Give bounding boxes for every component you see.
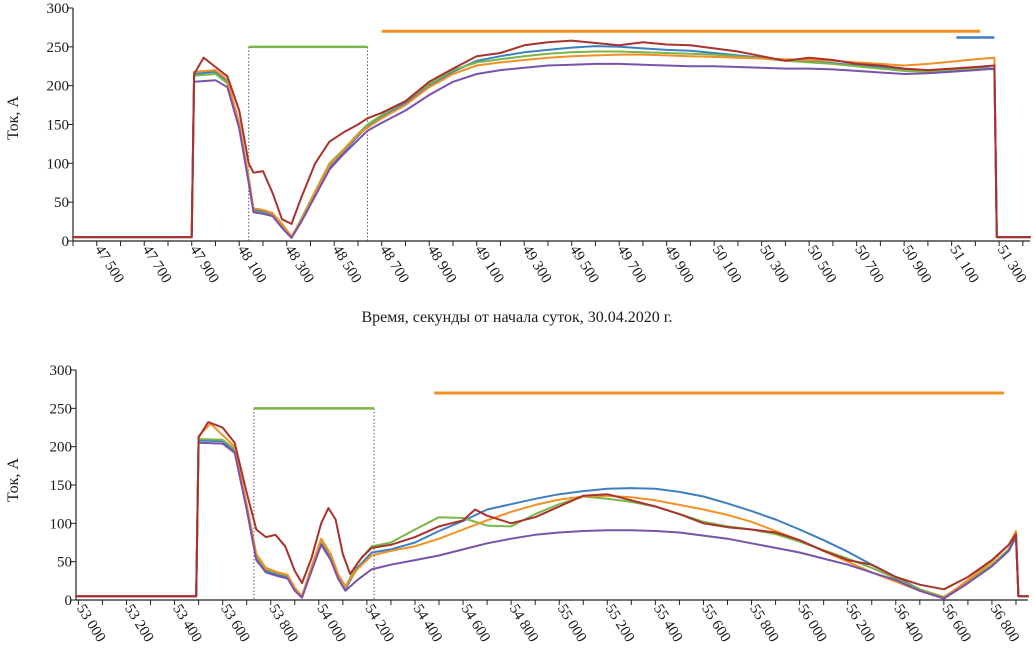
y-tick-label: 200 — [50, 440, 73, 456]
x-tick-label: 49 300 — [519, 243, 554, 286]
x-tick-label: 50 300 — [756, 243, 791, 286]
y-tick-label: 50 — [54, 195, 69, 211]
x-tick-label: 53 800 — [265, 602, 300, 645]
x-tick-label: 55 000 — [554, 602, 589, 645]
chart-bottom: Ток, А 0 50 100 150 200 250 300 53 000 53 200 53 … — [5, 363, 1029, 645]
chart-top: Ток, А Время, секунды от начала суток, 3… — [5, 1, 1031, 326]
y-tick-label: 100 — [50, 516, 73, 532]
x-tick-label: 56 000 — [794, 602, 829, 645]
y-axis-title-top: Ток, А — [5, 96, 22, 140]
y-axis-title-bottom: Ток, А — [5, 458, 22, 502]
x-tick-label: 51 300 — [994, 243, 1029, 286]
x-tick-label: 49 100 — [471, 243, 506, 286]
x-tick-label: 50 900 — [899, 243, 934, 286]
x-tick-label: 49 500 — [566, 243, 601, 286]
y-tick-label: 100 — [47, 156, 70, 172]
series-line-3 — [75, 422, 1029, 599]
x-tick-label: 48 100 — [234, 243, 269, 286]
x-tick-label: 55 400 — [650, 602, 685, 645]
x-tick-label: 54 000 — [313, 602, 348, 645]
series-line-5 — [72, 39, 1031, 239]
x-tick-label: 53 200 — [121, 602, 156, 645]
x-tick-label: 50 500 — [804, 243, 839, 286]
x-tick-label: 54 200 — [361, 602, 396, 645]
y-tick-label: 0 — [65, 593, 73, 609]
x-tick-label: 50 100 — [709, 243, 744, 286]
x-tick-label: 54 600 — [458, 602, 493, 645]
series-line-2 — [75, 438, 1029, 598]
series-line-2 — [72, 50, 1031, 239]
x-tick-label: 48 300 — [281, 243, 316, 286]
x-tick-label: 48 500 — [329, 243, 364, 286]
y-tick-label: 300 — [50, 363, 73, 379]
x-tick-label: 56 400 — [890, 602, 925, 645]
series-line-1 — [72, 45, 1031, 239]
y-tick-label: 250 — [50, 401, 73, 417]
x-tick-label: 47 700 — [139, 243, 174, 286]
x-tick-label: 53 400 — [169, 602, 204, 645]
x-tick-label: 49 900 — [661, 243, 696, 286]
y-tick-label: 300 — [47, 1, 70, 17]
x-tick-label: 55 200 — [602, 602, 637, 645]
x-tick-label: 54 400 — [410, 602, 445, 645]
x-tick-label: 47 500 — [91, 243, 126, 286]
x-tick-label: 50 700 — [851, 243, 886, 286]
y-tick-label: 200 — [47, 79, 70, 95]
series-line-5 — [75, 421, 1029, 598]
x-tick-label: 56 200 — [842, 602, 877, 645]
series-line-4 — [75, 441, 1029, 600]
y-tick-label: 150 — [50, 478, 73, 494]
x-tick-label: 48 700 — [376, 243, 411, 286]
x-tick-label: 53 600 — [217, 602, 252, 645]
x-tick-label: 56 800 — [987, 602, 1022, 645]
x-axis-title-top: Время, секунды от начала суток, 30.04.20… — [361, 309, 672, 326]
y-tick-label: 250 — [47, 40, 70, 56]
x-tick-label: 53 000 — [73, 602, 108, 645]
x-tick-label: 49 700 — [614, 243, 649, 286]
y-tick-label: 150 — [47, 118, 70, 134]
x-tick-label: 47 900 — [186, 243, 221, 286]
x-tick-label: 48 900 — [424, 243, 459, 286]
x-tick-label: 55 600 — [698, 602, 733, 645]
series-line-3 — [72, 53, 1031, 239]
x-tick-label: 54 800 — [506, 602, 541, 645]
series-line-4 — [72, 62, 1031, 239]
x-tick-label: 55 800 — [746, 602, 781, 645]
x-tick-label: 56 600 — [938, 602, 973, 645]
y-tick-label: 0 — [62, 234, 70, 250]
x-tick-label: 51 100 — [946, 243, 981, 286]
y-tick-label: 50 — [57, 555, 72, 571]
